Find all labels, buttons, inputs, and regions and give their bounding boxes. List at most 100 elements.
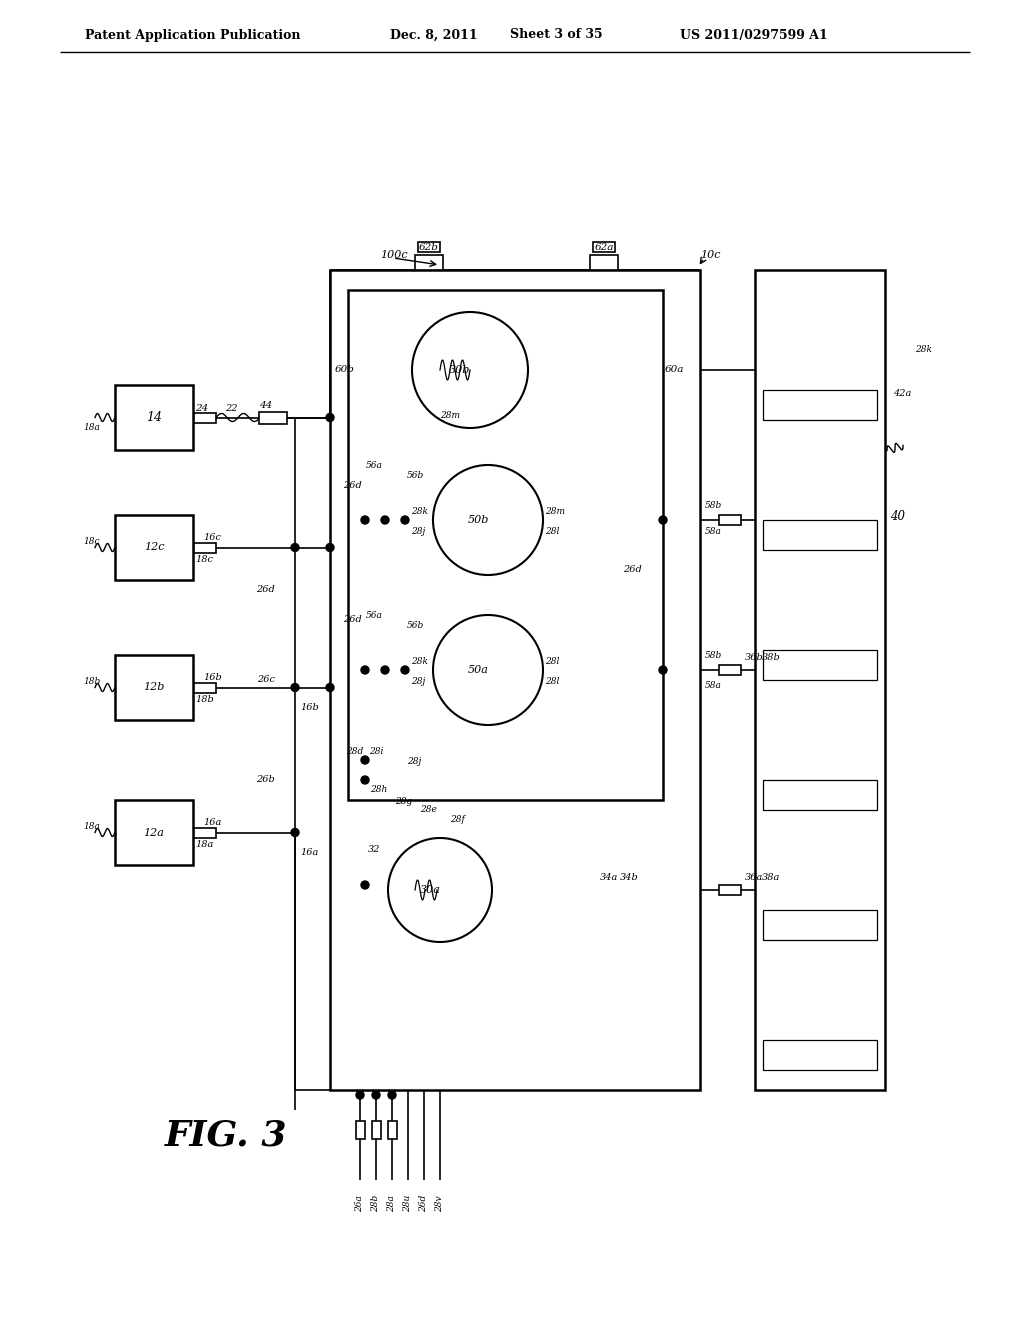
Text: 12c: 12c [143,543,164,553]
Circle shape [433,615,543,725]
Bar [115,800,193,865]
Text: 56a: 56a [367,610,383,619]
Circle shape [433,465,543,576]
Circle shape [381,516,389,524]
Bar [115,655,193,719]
Bar [590,255,618,271]
Text: 28k: 28k [915,346,932,355]
Text: 26b: 26b [256,776,275,784]
Text: 36b: 36b [745,653,764,663]
Bar [593,242,615,252]
Text: 62b: 62b [419,243,439,252]
Bar [719,665,741,675]
Text: 18c: 18c [195,554,213,564]
Bar [719,884,741,895]
Circle shape [361,756,369,764]
Circle shape [361,516,369,524]
Bar [194,682,216,693]
Bar [330,271,700,1090]
Text: 28k: 28k [411,507,428,516]
Text: 44: 44 [259,401,272,411]
Bar [719,515,741,525]
Text: 26d: 26d [623,565,642,574]
Text: 28d: 28d [346,747,362,756]
Circle shape [401,516,409,524]
Circle shape [291,684,299,692]
Bar [763,520,877,550]
Text: 28k: 28k [411,657,428,667]
Circle shape [361,880,369,888]
Bar [115,515,193,579]
Text: 28h: 28h [370,785,387,795]
Text: 16b: 16b [203,673,222,682]
Text: 36a: 36a [745,874,763,883]
Text: 26d: 26d [343,480,362,490]
Circle shape [659,667,667,675]
Text: 28a: 28a [387,1195,396,1212]
Bar [194,543,216,553]
Text: 28m: 28m [440,411,460,420]
Text: 28b: 28b [372,1195,381,1212]
Text: 16b: 16b [300,704,318,711]
Bar [763,649,877,680]
Text: 12a: 12a [143,828,165,837]
Text: 16c: 16c [203,533,221,543]
Circle shape [401,667,409,675]
Circle shape [372,1092,380,1100]
Bar [763,1040,877,1071]
Text: 28u: 28u [403,1195,413,1212]
Circle shape [659,516,667,524]
Text: 56a: 56a [367,461,383,470]
Text: Sheet 3 of 35: Sheet 3 of 35 [510,29,603,41]
Text: 42a: 42a [893,388,911,397]
Bar [415,255,443,271]
Text: 32: 32 [368,846,381,854]
Text: 28j: 28j [411,677,425,686]
Text: 28j: 28j [407,758,421,767]
Text: 26d: 26d [256,586,275,594]
Text: 26a: 26a [355,1195,365,1212]
Text: Patent Application Publication: Patent Application Publication [85,29,300,41]
Text: 18a: 18a [195,840,213,849]
Text: FIG. 3: FIG. 3 [165,1118,288,1152]
Text: 16a: 16a [203,818,221,828]
Circle shape [361,667,369,675]
Text: 28v: 28v [435,1195,444,1212]
Text: 58a: 58a [705,681,722,689]
Text: 12b: 12b [143,682,165,693]
Text: 30a: 30a [420,884,440,895]
Text: 34b: 34b [620,874,639,883]
Text: 62a: 62a [594,243,613,252]
Bar [194,828,216,837]
Text: 26d: 26d [420,1195,428,1212]
Text: 50a: 50a [468,665,488,675]
Bar [355,1121,365,1139]
Circle shape [291,544,299,552]
Text: 16a: 16a [300,847,318,857]
Text: 22: 22 [225,404,238,413]
Text: 28m: 28m [545,507,565,516]
Circle shape [388,838,492,942]
Text: 60b: 60b [335,366,355,375]
Text: 56b: 56b [407,470,424,479]
Text: 28l: 28l [545,657,559,667]
Bar [755,271,885,1090]
Bar [763,909,877,940]
Text: 18b: 18b [195,696,214,704]
Text: 28l: 28l [545,677,559,686]
Circle shape [326,544,334,552]
Circle shape [361,776,369,784]
Circle shape [381,667,389,675]
Bar [194,412,216,422]
Bar [763,780,877,810]
Text: 50b: 50b [467,515,488,525]
Text: 58b: 58b [705,651,722,660]
Circle shape [388,1092,396,1100]
Text: 18c: 18c [83,537,99,546]
Text: 28l: 28l [545,528,559,536]
Bar [387,1121,396,1139]
Bar [763,389,877,420]
Text: 60a: 60a [665,366,684,375]
Bar [418,242,440,252]
Text: 28e: 28e [420,805,437,814]
